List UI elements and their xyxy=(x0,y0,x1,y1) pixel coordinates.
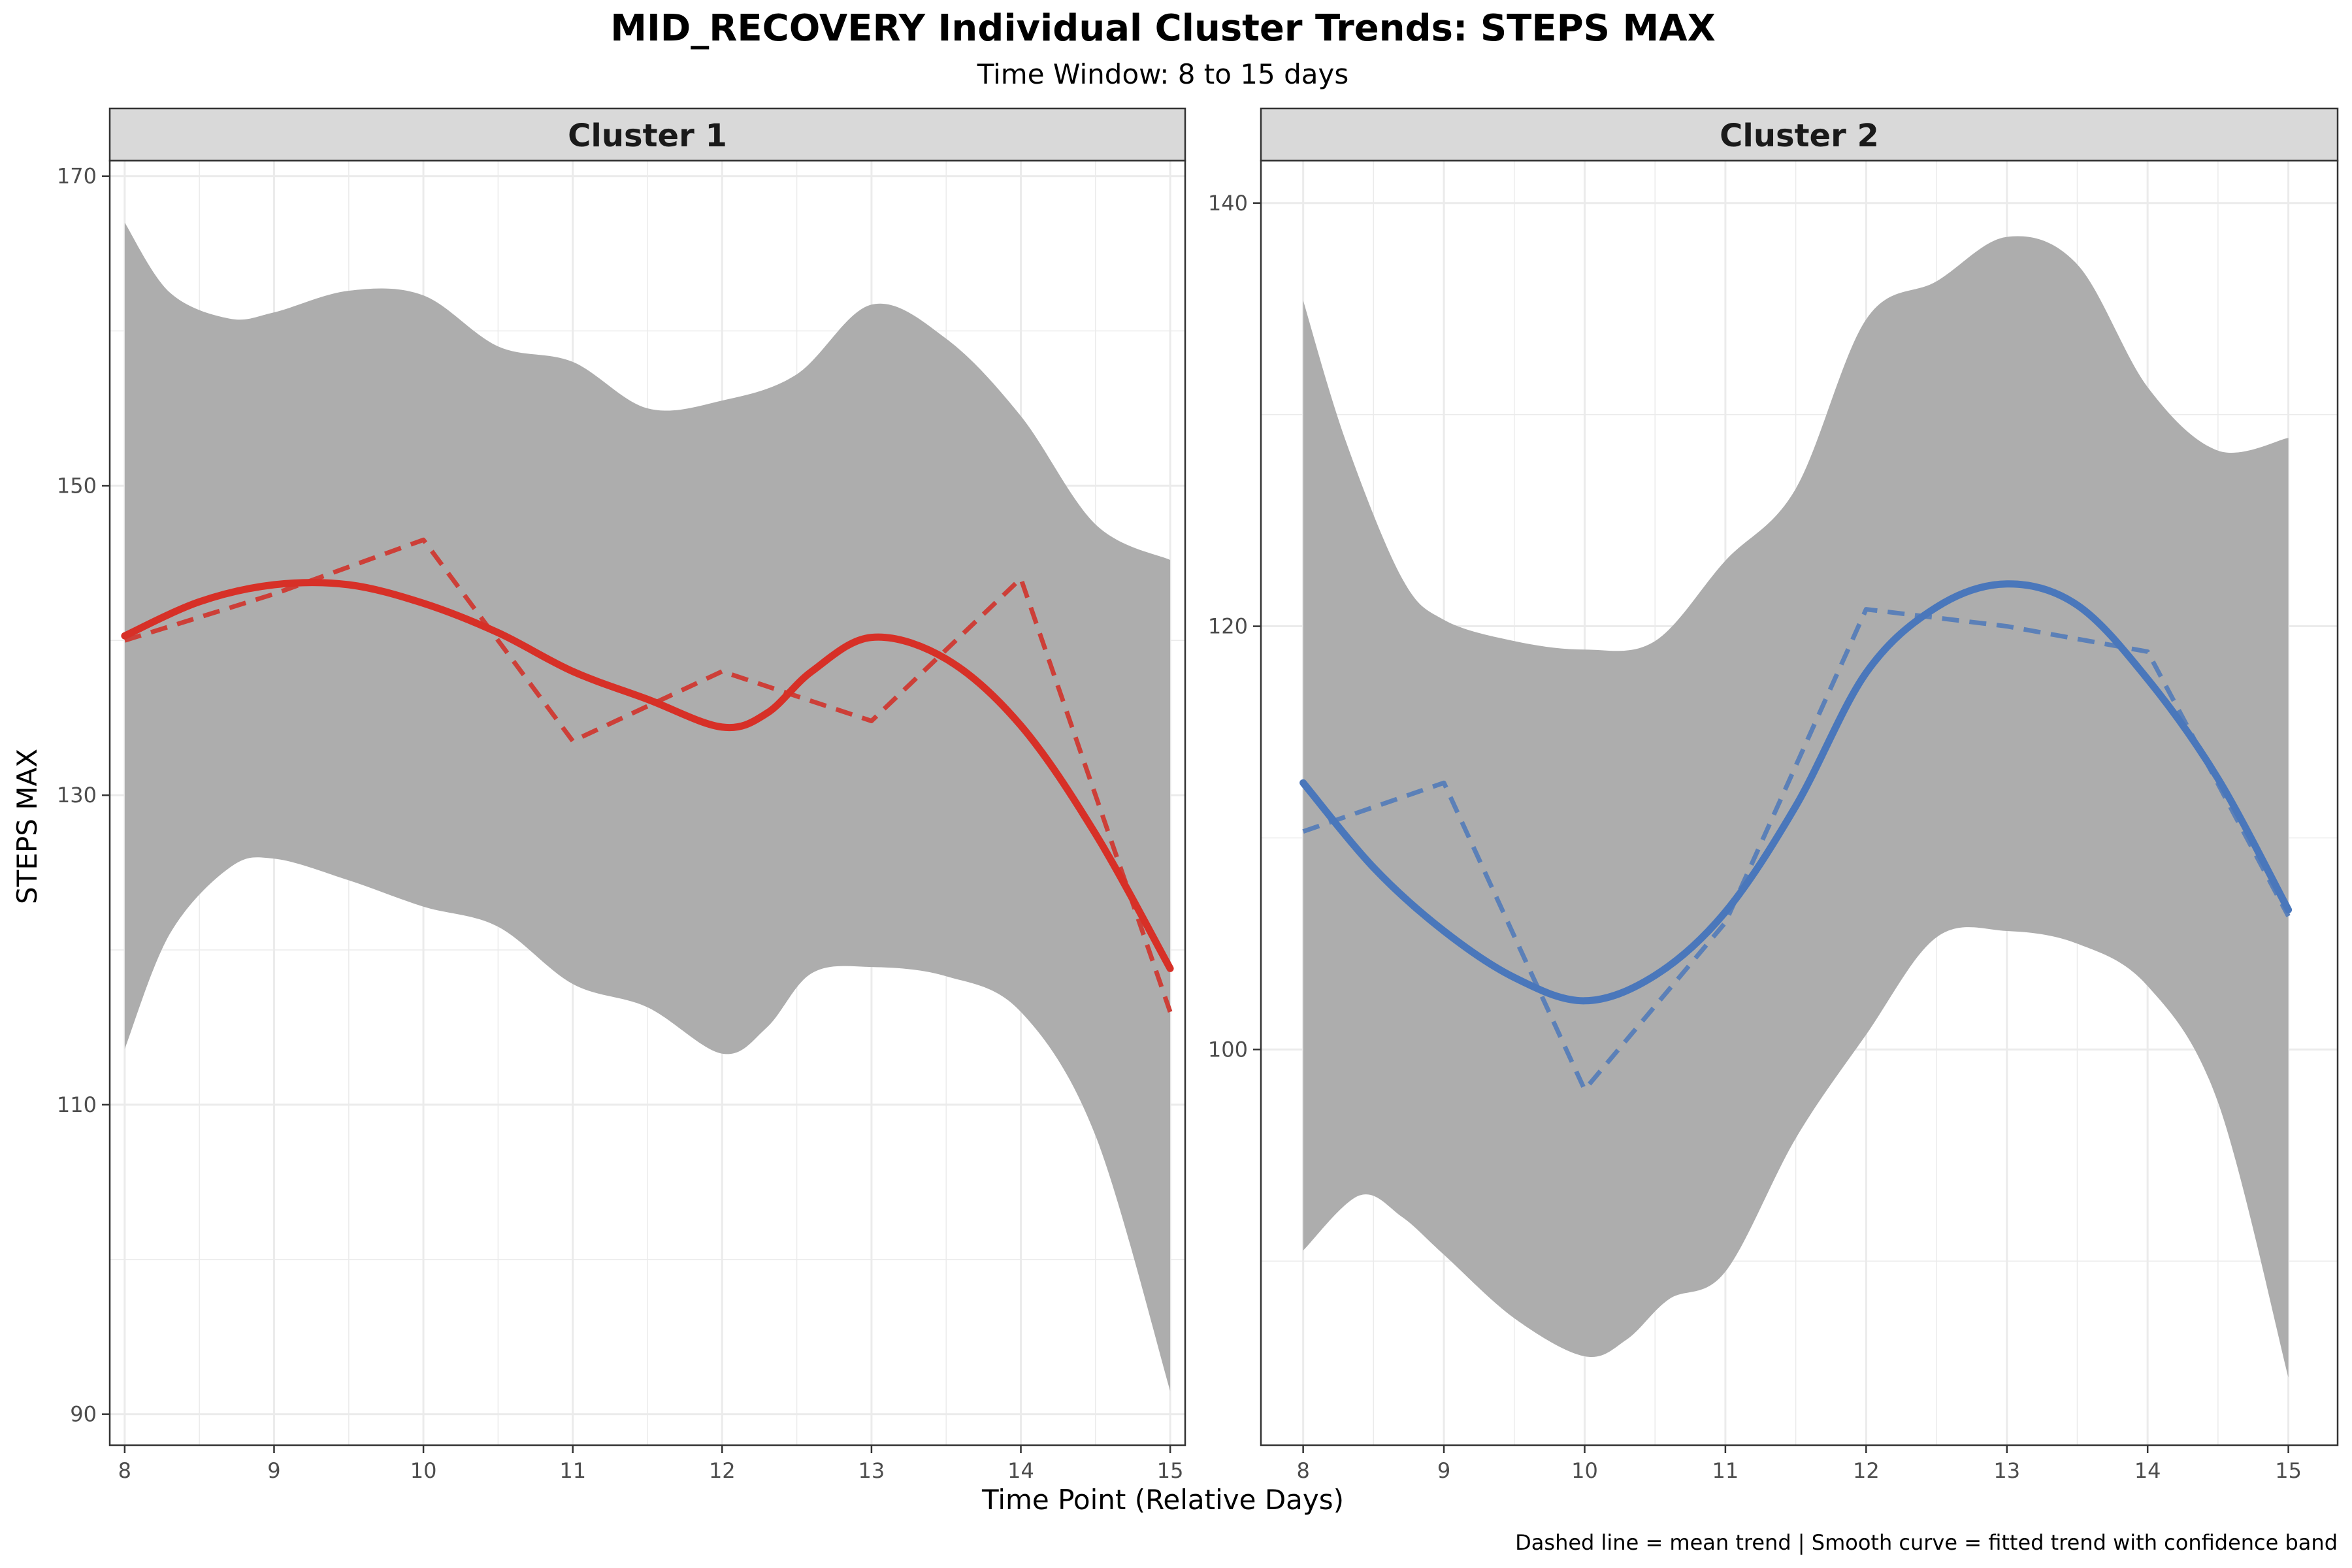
x-tick-label: 12 xyxy=(1853,1458,1880,1483)
x-tick-label: 11 xyxy=(559,1458,586,1483)
x-tick-label: 9 xyxy=(267,1458,280,1483)
facet-strip xyxy=(108,107,1186,162)
x-tick-label: 11 xyxy=(1712,1458,1739,1483)
y-tick-label: 110 xyxy=(57,1092,97,1117)
y-tick-label: 100 xyxy=(1208,1037,1248,1062)
panels: Cluster 18 9 10 11 12 13 14 1590110130150170Clu… xyxy=(57,107,2339,1483)
y-tick-label: 130 xyxy=(57,783,97,808)
x-tick-label: 10 xyxy=(1571,1458,1598,1483)
x-tick-label: 8 xyxy=(1296,1458,1309,1483)
chart-subtitle: Time Window: 8 to 15 days xyxy=(977,58,1348,90)
panel-border xyxy=(108,159,1186,1446)
x-tick-label: 12 xyxy=(709,1458,736,1483)
fitted-trend-line xyxy=(121,579,1174,972)
x-tick-label: 13 xyxy=(858,1458,885,1483)
mean-trend-line xyxy=(1302,607,2291,1092)
x-tick-label: 14 xyxy=(2134,1458,2161,1483)
x-tick-label: 13 xyxy=(1993,1458,2020,1483)
y-tick-label: 140 xyxy=(1208,191,1248,216)
panel-border xyxy=(1260,159,2339,1446)
y-axis-title: STEPS MAX xyxy=(11,749,43,904)
y-tick-label: 90 xyxy=(70,1402,97,1427)
y-tick-label: 120 xyxy=(1208,614,1248,639)
x-tick-label: 15 xyxy=(1157,1458,1184,1483)
y-tick-label: 150 xyxy=(57,473,97,498)
panel-1: Cluster 1 8 9 10 11 12 13 14 15 90 110 130 150 170 xyxy=(57,107,1186,1483)
facet-strip-label: Cluster 1 xyxy=(568,118,727,154)
facet-strip xyxy=(1260,107,2339,162)
caption: Dashed line = mean trend | Smooth curve … xyxy=(1515,1530,2338,1555)
confidence-band xyxy=(124,222,1171,1392)
y-tick-label: 170 xyxy=(57,164,97,189)
x-tick-label: 9 xyxy=(1437,1458,1450,1483)
x-tick-label: 15 xyxy=(2275,1458,2302,1483)
fitted-trend-line xyxy=(1299,580,2293,1005)
x-tick-label: 14 xyxy=(1007,1458,1034,1483)
x-tick-label: 8 xyxy=(118,1458,131,1483)
panel-2: Cluster 2 8 9 10 11 12 13 14 15 100 120 140 xyxy=(1208,107,2339,1483)
x-tick-label: 10 xyxy=(410,1458,437,1483)
chart-title: MID_RECOVERY Individual Cluster Trends: … xyxy=(610,7,1716,50)
facet-strip-label: Cluster 2 xyxy=(1720,118,1879,154)
x-axis-title: Time Point (Relative Days) xyxy=(981,1484,1344,1516)
